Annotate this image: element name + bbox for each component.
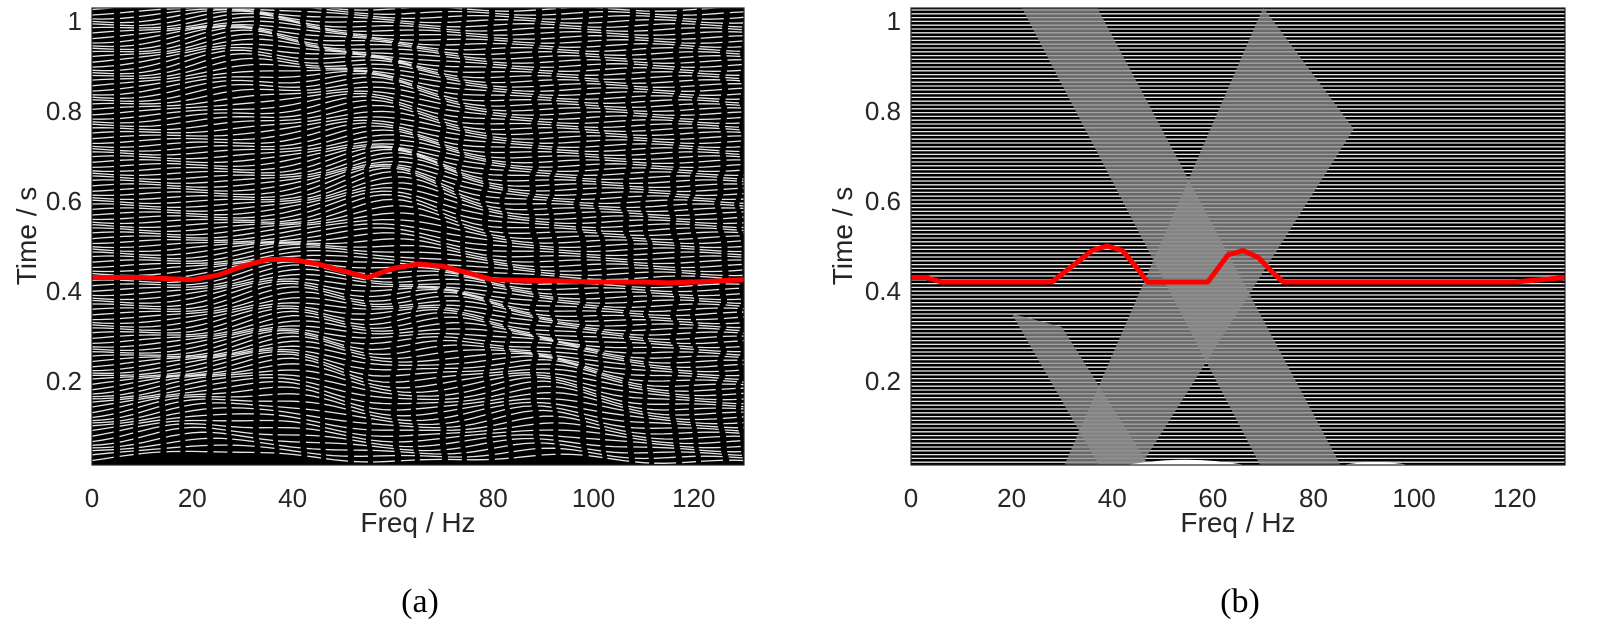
- x-axis-title-a: Freq / Hz: [360, 507, 475, 538]
- x-tick-label: 120: [672, 483, 715, 513]
- picked-curve-b: [911, 243, 1565, 285]
- y-tick-label: 1: [887, 6, 901, 36]
- contour-pattern-a: [92, 8, 744, 464]
- y-tick-label: 0.4: [865, 276, 901, 306]
- x-tick-label: 80: [479, 483, 508, 513]
- x-tick-label: 60: [378, 483, 407, 513]
- x-tick-label: 120: [1493, 483, 1536, 513]
- x-tick-label: 100: [1392, 483, 1435, 513]
- x-tick-label: 40: [1098, 483, 1127, 513]
- x-axis-title-b: Freq / Hz: [1180, 507, 1295, 538]
- y-tick-label: 0.8: [865, 96, 901, 126]
- panel-caption-b: (b): [1220, 583, 1260, 620]
- y-tick-label: 0.6: [865, 186, 901, 216]
- y-axis-title-b: Time / s: [827, 187, 858, 286]
- x-tick-label: 80: [1299, 483, 1328, 513]
- y-tick-labels-b: 0.2 0.4 0.6 0.8 1: [865, 6, 901, 396]
- x-tick-labels-a: 0 20 40 60 80 100 120: [85, 483, 716, 513]
- y-tick-label: 1: [68, 6, 82, 36]
- panel-caption-a: (a): [401, 583, 439, 620]
- axes-frame-b: [910, 7, 1566, 466]
- axes-frame-a: [91, 7, 745, 466]
- y-tick-label: 0.2: [865, 366, 901, 396]
- contour-pattern-b: [911, 8, 1565, 465]
- y-axis-title-a: Time / s: [11, 187, 42, 286]
- x-tick-labels-b: 0 20 40 60 80 100 120: [904, 483, 1537, 513]
- x-tick-label: 100: [572, 483, 615, 513]
- y-tick-labels-a: 0.2 0.4 0.6 0.8 1: [46, 6, 82, 396]
- x-tick-label: 20: [178, 483, 207, 513]
- x-tick-label: 0: [904, 483, 918, 513]
- x-tick-label: 40: [278, 483, 307, 513]
- y-tick-label: 0.4: [46, 276, 82, 306]
- y-tick-label: 0.6: [46, 186, 82, 216]
- y-tick-label: 0.2: [46, 366, 82, 396]
- picked-curve-a: [92, 257, 744, 286]
- x-tick-label: 20: [997, 483, 1026, 513]
- panel-a: 0 20 40 60 80 100 120 0.20.40.60.81 Freq / Hz …: [11, 6, 745, 620]
- panel-b: 0 20 40 60 80 100 120 0.20.40.60.81 Freq / Hz …: [827, 6, 1566, 620]
- y-tick-label: 0.8: [46, 96, 82, 126]
- x-tick-label: 0: [85, 483, 99, 513]
- x-tick-label: 60: [1198, 483, 1227, 513]
